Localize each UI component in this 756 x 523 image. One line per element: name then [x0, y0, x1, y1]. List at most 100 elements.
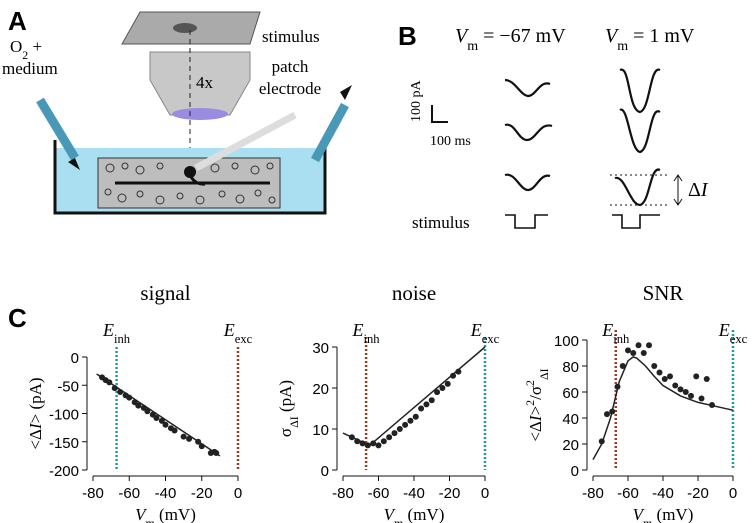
chart-title: signal [140, 281, 190, 305]
text-part: <Δ [26, 429, 45, 450]
text-part: m [467, 39, 478, 54]
x-tick-label: -40 [403, 485, 425, 502]
x-tick-label: 0 [481, 485, 489, 502]
panel-letter: C [8, 303, 27, 333]
text-part: (pA) [276, 380, 295, 416]
label: stimulus [412, 213, 470, 232]
data-point [646, 342, 652, 348]
data-point [391, 430, 397, 436]
x-tick-label: -20 [439, 485, 461, 502]
text-part: = −67 mV [478, 25, 566, 47]
y-tick-label: 0 [71, 350, 79, 367]
data-point [704, 376, 710, 382]
text-part: O [10, 37, 22, 56]
x-tick-label: -80 [582, 485, 604, 502]
data-point [630, 350, 636, 356]
y-tick-label: 30 [312, 340, 329, 357]
data-point [604, 411, 610, 417]
text-part: E [470, 320, 482, 340]
text-part: σ [276, 428, 295, 437]
label: stimulus [262, 27, 320, 46]
data-point [423, 401, 429, 407]
data-point [163, 422, 169, 428]
x-tick-label: -40 [155, 485, 177, 502]
data-point [672, 383, 678, 389]
data-point [651, 363, 657, 369]
x-tick-label: -60 [118, 485, 140, 502]
data-point [418, 406, 424, 412]
text-part: ΔI [287, 416, 301, 428]
label: electrode [259, 79, 321, 98]
data-point [625, 347, 631, 353]
x-tick-label: -80 [82, 485, 104, 502]
y-tick-label: 80 [562, 359, 579, 376]
data-point [699, 396, 705, 402]
condition-label: Vm = 1 mV [605, 25, 695, 54]
reference-label: Einh [601, 320, 630, 346]
y-tick-label: 20 [312, 381, 329, 398]
y-tick-label: 0 [571, 463, 579, 480]
page: A stimulus 4x patch electrode O2 + mediu… [0, 0, 756, 523]
text-part: E [352, 320, 364, 340]
data-point [386, 434, 392, 440]
text-part: > (pA) [26, 377, 45, 423]
data-point [683, 389, 689, 395]
x-tick-label: 0 [729, 485, 737, 502]
data-point [662, 376, 668, 382]
text-part: E [102, 320, 114, 340]
y-tick-label: -200 [49, 463, 79, 480]
x-axis-label: Vm (mV) [135, 505, 196, 523]
data-point [657, 370, 663, 376]
data-point [641, 350, 647, 356]
reference-label: Einh [352, 320, 381, 346]
data-point [397, 426, 403, 432]
data-point [376, 442, 382, 448]
text-part: (mV) [155, 505, 196, 523]
condition-label: Vm = −67 mV [455, 25, 566, 54]
text-part: m [617, 39, 628, 54]
y-axis-label: σΔI (pA) [276, 380, 301, 437]
data-point [172, 427, 178, 433]
scale-label: 100 pA [409, 80, 424, 123]
y-tick-label: 0 [321, 463, 329, 480]
y-tick-label: 100 [554, 333, 579, 350]
x-tick-label: -60 [368, 485, 390, 502]
fit-line [593, 357, 733, 460]
text-part: (mV) [403, 505, 444, 523]
text-part: inh [114, 332, 131, 346]
reference-label: Einh [102, 320, 131, 346]
text-part: exc [482, 332, 500, 346]
data-point [678, 386, 684, 392]
data-point [402, 422, 408, 428]
x-axis-label: Vm (mV) [633, 505, 694, 523]
x-tick-label: -80 [332, 485, 354, 502]
text-part: inh [613, 332, 630, 346]
x-tick-label: -60 [617, 485, 639, 502]
chart-title: noise [392, 281, 436, 305]
scale-label: 100 ms [430, 134, 471, 149]
data-point [667, 373, 673, 379]
data-point [407, 418, 413, 424]
data-point [445, 381, 451, 387]
data-point [381, 438, 387, 444]
y-tick-label: 10 [312, 422, 329, 439]
data-point [693, 373, 699, 379]
label: medium [2, 59, 58, 78]
x-tick-label: -20 [191, 485, 213, 502]
text-part: exc [235, 332, 253, 346]
x-tick-label: 0 [234, 485, 242, 502]
y-tick-label: 20 [562, 437, 579, 454]
x-tick-label: -40 [652, 485, 674, 502]
chart-title: SNR [643, 281, 684, 305]
text-part: <Δ [526, 421, 545, 442]
fit-line [97, 374, 220, 456]
data-point [181, 434, 187, 440]
text-part: = 1 mV [628, 25, 695, 47]
text-part: inh [364, 332, 381, 346]
text-part: (mV) [652, 505, 693, 523]
text-part: exc [730, 332, 748, 346]
text-part: 2 [523, 380, 537, 386]
delta-label: ΔI [688, 179, 709, 201]
text-part: I [700, 179, 709, 201]
text-part: > [526, 406, 545, 416]
